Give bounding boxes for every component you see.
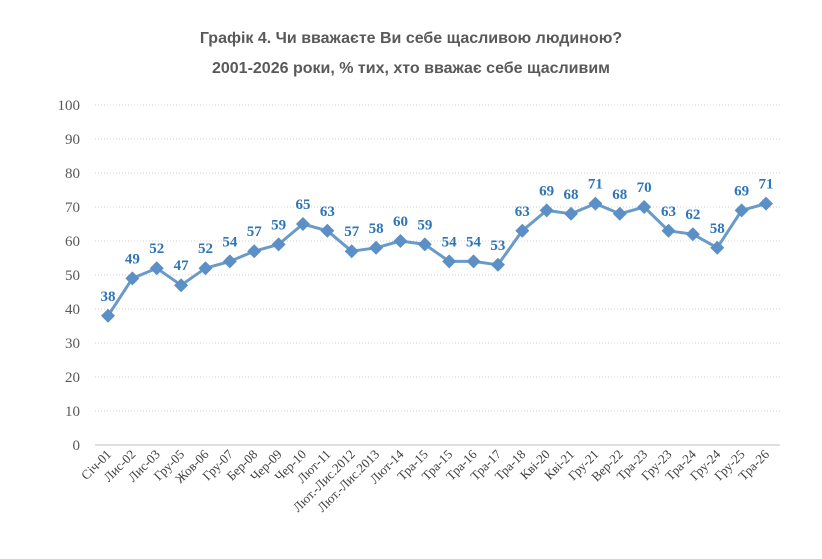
data-point: [490, 257, 505, 272]
data-label: 60: [393, 214, 408, 230]
data-point: [417, 237, 432, 252]
y-tick-label: 40: [65, 302, 80, 318]
x-axis-ticks: Січ-01Лис-02Лис-03Гру-05Жов-06Гру-07Бер-…: [78, 446, 773, 515]
y-tick-label: 60: [65, 234, 80, 250]
data-label: 52: [149, 241, 164, 257]
data-point: [466, 254, 481, 269]
data-label: 57: [247, 224, 263, 240]
data-point: [174, 278, 189, 293]
data-label: 52: [198, 241, 213, 257]
data-point: [661, 223, 676, 238]
data-label: 62: [685, 207, 700, 223]
y-tick-label: 20: [65, 370, 80, 386]
series-line: [106, 202, 767, 317]
data-label: 38: [101, 289, 116, 305]
data-label: 57: [344, 224, 360, 240]
data-point: [295, 217, 310, 231]
data-label: 63: [515, 204, 530, 220]
data-label: 58: [369, 221, 384, 237]
data-point: [588, 196, 603, 211]
data-label: 53: [490, 238, 505, 254]
grid-lines: [95, 104, 780, 412]
y-tick-label: 70: [65, 200, 80, 216]
data-point: [637, 200, 652, 214]
y-tick-label: 30: [65, 336, 80, 352]
y-tick-label: 50: [65, 268, 80, 284]
data-point: [734, 203, 749, 218]
data-point: [564, 206, 579, 221]
data-label: 54: [442, 234, 458, 250]
data-label: 70: [637, 180, 652, 196]
data-label: 63: [661, 204, 676, 220]
data-label: 59: [271, 217, 286, 233]
data-label: 69: [539, 183, 554, 199]
data-point: [393, 234, 408, 248]
data-point: [515, 223, 530, 238]
chart-subtitle: 2001-2026 роки, % тих, хто вважає себе щ…: [211, 60, 610, 77]
data-labels: 38 49 52 47 52 54 57 59 65 63 57 58 60 59 54 54 53 63 69 68…: [101, 177, 774, 305]
y-tick-label: 90: [65, 132, 80, 148]
y-tick-label: 80: [65, 166, 80, 182]
data-label: 68: [564, 187, 579, 203]
data-label: 58: [710, 221, 725, 237]
data-point: [759, 196, 773, 211]
data-point: [539, 203, 554, 218]
data-label: 47: [174, 258, 190, 274]
data-point: [125, 271, 140, 286]
data-label: 68: [612, 187, 627, 203]
data-label: 49: [125, 251, 140, 267]
data-point: [247, 244, 262, 259]
data-point: [222, 254, 237, 269]
data-point: [149, 261, 164, 276]
y-tick-label: 100: [58, 98, 81, 114]
data-label: 54: [466, 234, 482, 250]
data-label: 65: [295, 197, 310, 213]
data-label: 63: [320, 204, 335, 220]
data-point: [369, 240, 384, 255]
data-label: 71: [759, 177, 774, 193]
data-point: [344, 244, 359, 259]
data-point: [271, 237, 286, 252]
data-point: [710, 240, 725, 255]
y-tick-label: 0: [73, 438, 81, 454]
data-point: [442, 254, 457, 269]
series-happy-percent: [101, 196, 773, 323]
data-label: 71: [588, 177, 603, 193]
data-label: 69: [734, 183, 749, 199]
data-point: [685, 227, 700, 242]
data-label: 54: [222, 234, 238, 250]
data-label: 59: [417, 217, 432, 233]
data-point: [612, 206, 627, 221]
data-point: [101, 308, 115, 323]
y-axis-ticks: 0 10 20 30 40 50 60 70 80 90 100: [58, 98, 81, 454]
data-point: [198, 261, 213, 276]
chart-title: Графік 4. Чи вважаєте Ви себе щасливою л…: [199, 30, 623, 47]
y-tick-label: 10: [65, 404, 80, 420]
data-point: [320, 223, 335, 238]
